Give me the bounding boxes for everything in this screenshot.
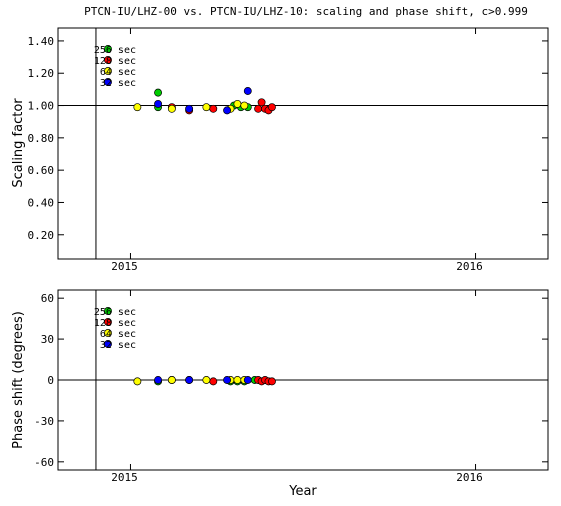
phase-point-32-sec [223,376,232,384]
scaling-point-32-sec [243,87,252,95]
scaling-point-64-sec [167,104,176,113]
scaling-ytick-label: 1.20 [28,67,55,80]
phase-point-64-sec [202,376,211,384]
scaling-point-64-sec [240,101,249,110]
scaling-panel: Scaling factor 0.20 0.40 0.60 0.80 1.00 1.20 1… [11,27,549,273]
scaling-point-64-sec [233,99,242,108]
phase-xtick-label: 2016 [456,471,483,484]
x-axis-label: Year [288,484,317,499]
scaling-point-64-sec [202,103,211,112]
phase-point-64-sec [167,376,176,384]
scaling-point-128-sec [209,104,218,113]
phase-legend-label: 64 sec [100,329,136,340]
scaling-legend-marker [104,56,112,64]
phase-point-64-sec [233,376,242,384]
phase-legend-marker [104,329,112,337]
phase-point-32-sec [154,376,163,384]
phase-point-64-sec [133,377,142,386]
phase-point-32-sec [243,376,252,384]
scaling-point-32-sec [154,99,163,108]
scaling-point-128-sec [267,103,276,112]
phase-legend-label: 256 sec [94,307,136,318]
scaling-point-256-sec [154,88,163,97]
phase-point-32-sec [185,376,194,384]
scaling-point-128-sec [254,104,263,113]
phase-ytick-label: 30 [41,333,54,346]
scaling-ylabel: Scaling factor [11,98,26,188]
phase-legend-marker [104,307,112,315]
scaling-legend-marker [104,78,112,86]
scaling-point-32-sec [185,104,194,113]
scaling-panel-frame [57,27,549,260]
phase-legend-marker [104,318,112,326]
phase-panel: Phase shift (degrees) Year -60 -30 0 30 60 20… [11,289,549,499]
chart-title: PTCN-IU/LHZ-00 vs. PTCN-IU/LHZ-10: scali… [84,5,528,18]
scaling-ytick-label: 0.40 [28,196,55,209]
scaling-ytick-label: 1.40 [28,35,55,48]
scaling-point-32-sec [223,106,232,115]
phase-ytick-label: -60 [34,456,54,469]
phase-legend-marker [104,340,112,348]
phase-point-128-sec [209,377,218,386]
scaling-ytick-label: 0.80 [28,132,55,145]
scaling-point-128-sec [257,98,266,107]
scaling-legend-marker [104,67,112,75]
phase-legend-label: 128 sec [94,318,136,329]
scaling-legend-label: 128 sec [94,56,136,67]
scaling-legend-label: 64 sec [100,67,136,78]
scaling-legend-label: 256 sec [94,45,136,56]
phase-ylabel: Phase shift (degrees) [11,311,26,449]
scaling-point-64-sec [133,103,142,112]
phase-ytick-label: 60 [41,292,54,305]
scaling-legend-marker [104,45,112,53]
phase-ytick-label: 0 [47,374,54,387]
scaling-ytick-label: 1.00 [28,100,55,113]
scaling-ytick-label: 0.60 [28,164,55,177]
phase-point-128-sec [267,377,276,386]
scaling-xtick-label: 2015 [111,260,138,273]
phase-legend-label: 32 sec [100,340,136,351]
scaling-legend-label: 32 sec [100,78,136,89]
scaling-ytick-label: 0.20 [28,229,55,242]
phase-xtick-label: 2015 [111,471,138,484]
scaling-xtick-label: 2016 [456,260,483,273]
phase-ytick-label: -30 [34,415,54,428]
